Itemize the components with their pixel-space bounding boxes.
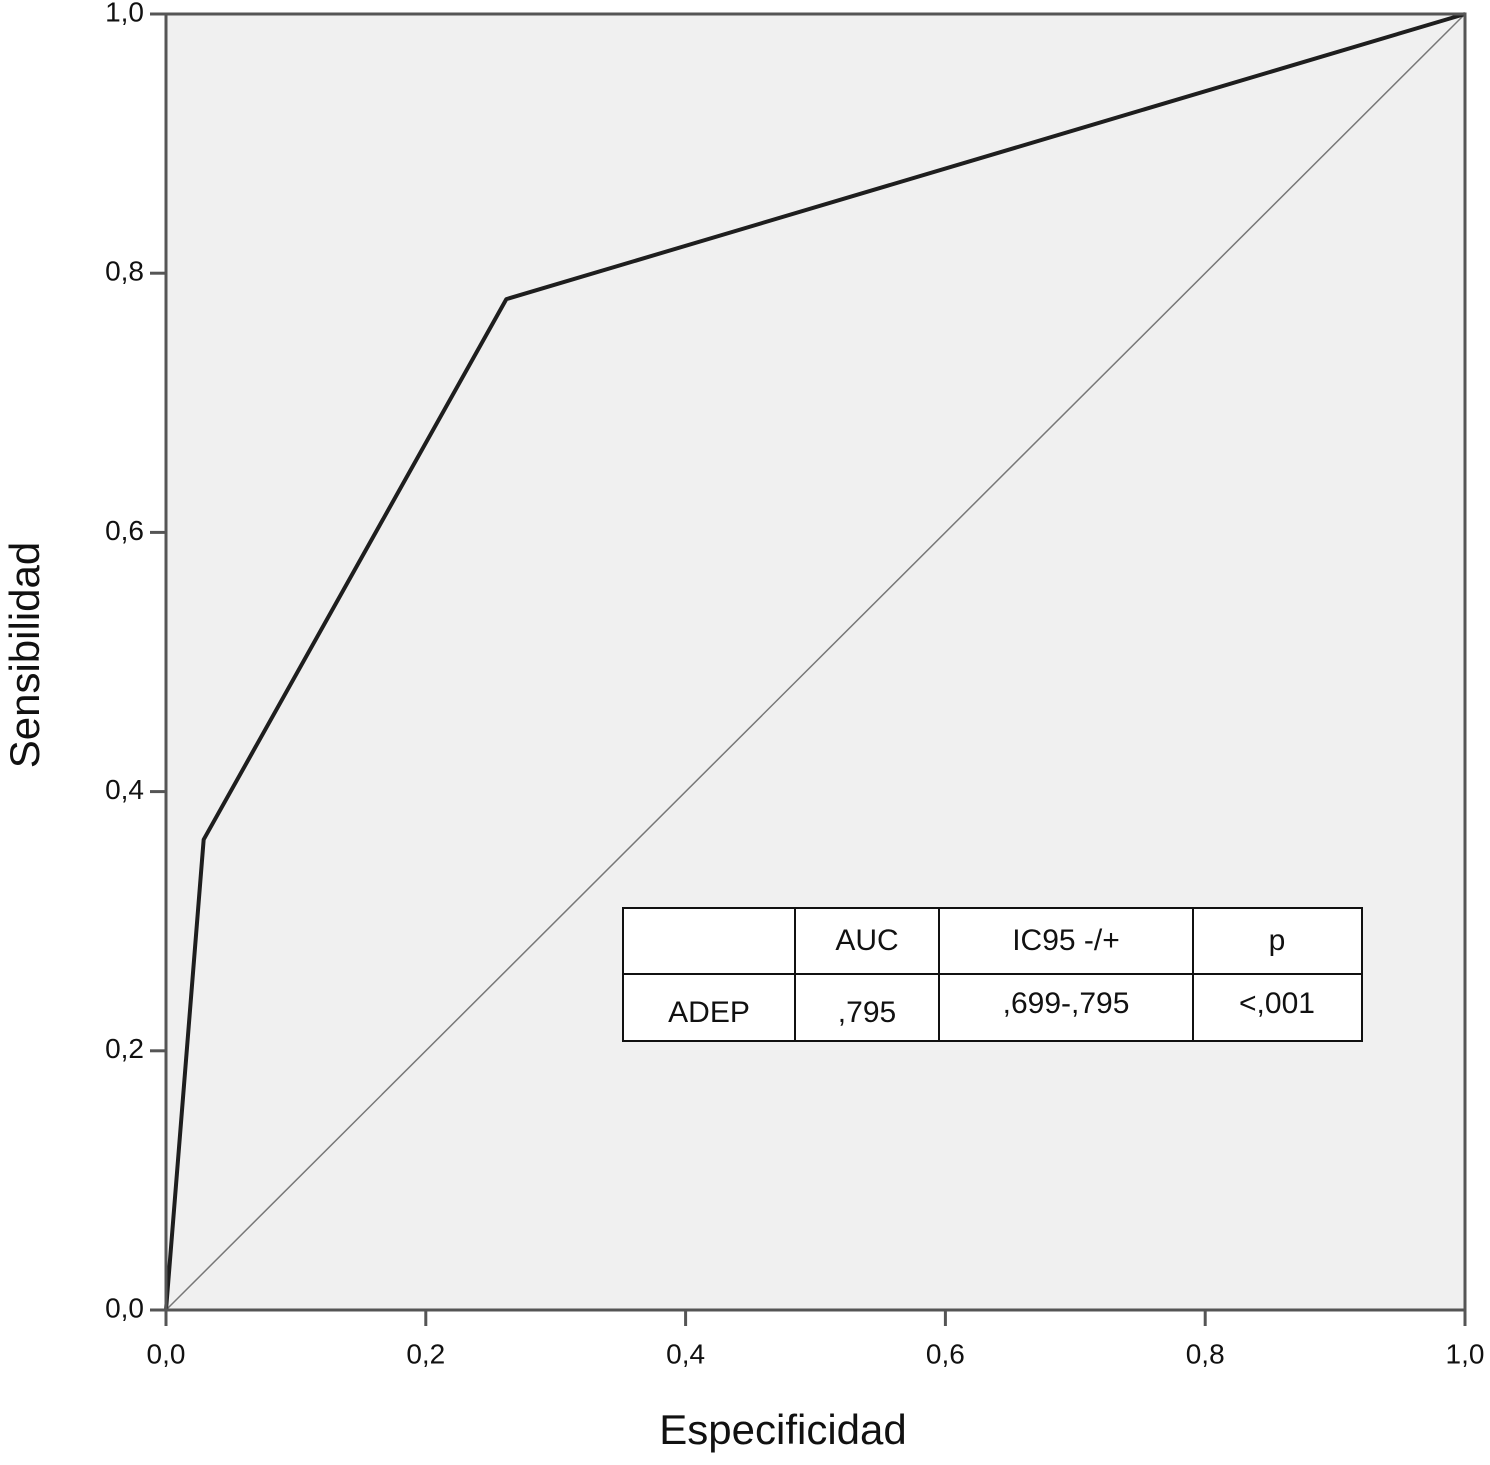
x-tick-label: 0,2 [406,1338,445,1369]
table-cell: <,001 [1239,987,1315,1020]
y-tick-label: 1,0 [105,0,144,27]
plot-frame [164,12,1467,1312]
reference-line [165,13,1466,1311]
y-tick-label: 0,8 [105,256,144,287]
y-tick-label: 0,6 [105,515,144,546]
x-tick-label: 0,4 [666,1338,705,1369]
table-header: p [1269,924,1286,957]
marks [164,12,1466,1311]
table-cell: ,795 [838,996,896,1029]
x-axis-title: Especificidad [659,1406,906,1453]
table-header: IC95 -/+ [1012,924,1120,957]
x-tick-label: 0,6 [926,1338,965,1369]
y-tick-label: 0,2 [105,1033,144,1064]
table-cell: ADEP [668,996,750,1029]
stats-table: AUC IC95 -/+ p ADEP ,795 ,699-,795 <,001 [622,907,1363,1042]
y-tick-label: 0,0 [105,1292,144,1323]
roc-curve [164,12,1466,1311]
table-header: AUC [835,924,898,957]
x-tick-label: 0,0 [147,1338,186,1369]
y-tick-label: 0,4 [105,774,144,805]
table-cell: ,699-,795 [1003,987,1130,1020]
x-tick-label: 1,0 [1446,1338,1485,1369]
y-axis-title: Sensibilidad [1,542,48,769]
x-tick-label: 0,8 [1186,1338,1225,1369]
